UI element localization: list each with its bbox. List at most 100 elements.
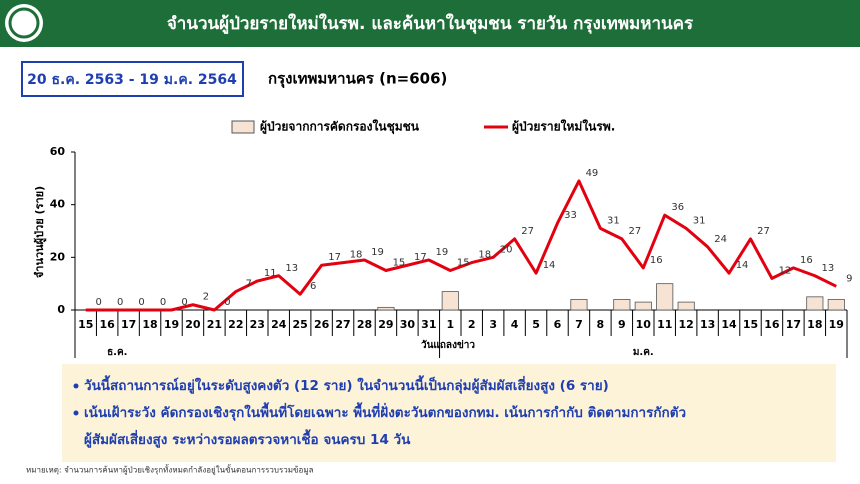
bar — [677, 301, 695, 311]
data-label: 13 — [285, 263, 298, 274]
data-label: 0 — [181, 297, 187, 308]
data-label: 20 — [500, 244, 513, 255]
data-label: 17 — [328, 252, 341, 263]
data-label: 16 — [800, 255, 813, 266]
x-tick-label: 19 — [164, 318, 179, 331]
x-tick-label: 3 — [489, 318, 497, 331]
bar — [441, 291, 459, 311]
month-label: ธ.ค. — [107, 347, 127, 358]
bar — [634, 301, 652, 311]
header-title: จำนวนผู้ป่วยรายใหม่ในรพ. และค้นหาในชุมชน… — [167, 13, 694, 35]
data-label: 33 — [564, 210, 577, 221]
data-label: 12 — [779, 265, 792, 276]
data-label: 0 — [96, 297, 102, 308]
data-label: 18 — [478, 250, 491, 261]
x-tick-label: 17 — [121, 318, 136, 331]
x-tick-label: 2 — [468, 318, 476, 331]
data-label: 15 — [393, 258, 406, 269]
x-tick-label: 28 — [357, 318, 372, 331]
data-label: 6 — [310, 281, 316, 292]
data-label: 19 — [371, 247, 384, 258]
x-tick-label: 12 — [679, 318, 694, 331]
x-tick-label: 26 — [314, 318, 330, 331]
bar — [570, 299, 588, 311]
data-label: 0 — [117, 297, 123, 308]
x-tick-label: 19 — [829, 318, 844, 331]
data-label: 27 — [521, 226, 534, 237]
data-label: 27 — [757, 226, 770, 237]
x-tick-label: 18 — [807, 318, 822, 331]
x-axis-label: วันแถลงข่าว — [421, 339, 475, 351]
x-tick-label: 1 — [446, 318, 454, 331]
x-tick-label: 20 — [185, 318, 201, 331]
legend-label: ผู้ป่วยรายใหม่ในรพ. — [512, 119, 615, 135]
data-label: 16 — [650, 255, 663, 266]
data-label: 49 — [586, 168, 599, 179]
x-tick-label: 30 — [400, 318, 416, 331]
legend-swatch — [231, 120, 255, 134]
bar — [613, 299, 631, 311]
y-axis-label: จำนวนผู้ป่วย (ราย) — [33, 186, 47, 278]
legend-label: ผู้ป่วยจากการคัดกรองในชุมชน — [260, 119, 420, 135]
x-tick-label: 27 — [335, 318, 350, 331]
month-label: ม.ค. — [633, 347, 654, 358]
logo-ring — [8, 7, 40, 39]
x-tick-label: 29 — [378, 318, 393, 331]
x-tick-label: 11 — [657, 318, 672, 331]
y-tick-label: 40 — [50, 198, 66, 211]
notes-box — [62, 364, 836, 462]
x-tick-label: 6 — [554, 318, 562, 331]
data-label: 36 — [671, 202, 684, 213]
data-label: 17 — [414, 252, 427, 263]
x-tick-label: 16 — [100, 318, 116, 331]
x-tick-label: 10 — [636, 318, 652, 331]
data-label: 7 — [246, 279, 252, 290]
bar — [827, 299, 845, 311]
x-tick-label: 21 — [207, 318, 222, 331]
x-tick-label: 15 — [743, 318, 758, 331]
note-text: วันนี้สถานการณ์อยู่ในระดับสูงคงตัว (12 ร… — [84, 375, 609, 394]
x-tick-label: 9 — [618, 318, 626, 331]
x-tick-label: 14 — [721, 318, 737, 331]
data-label: 15 — [457, 258, 470, 269]
x-tick-label: 22 — [228, 318, 243, 331]
data-label: 14 — [543, 260, 556, 271]
x-tick-label: 17 — [786, 318, 801, 331]
data-label: 24 — [714, 234, 727, 245]
x-tick-label: 18 — [142, 318, 157, 331]
y-tick-label: 20 — [50, 250, 66, 263]
y-tick-label: 0 — [57, 303, 65, 316]
x-tick-label: 31 — [421, 318, 436, 331]
data-label: 0 — [160, 297, 166, 308]
x-tick-label: 4 — [511, 318, 519, 331]
data-label: 19 — [435, 247, 448, 258]
data-label: 2 — [203, 292, 209, 303]
x-tick-label: 8 — [597, 318, 605, 331]
data-label: 14 — [736, 260, 749, 271]
chart-subtitle: กรุงเทพมหานคร (n=606) — [268, 70, 447, 89]
data-label: 18 — [350, 250, 363, 261]
x-tick-label: 15 — [78, 318, 93, 331]
x-tick-label: 13 — [700, 318, 715, 331]
data-label: 0 — [138, 297, 144, 308]
bar — [656, 283, 674, 311]
x-tick-label: 5 — [532, 318, 540, 331]
date-box — [21, 61, 244, 97]
bar — [806, 296, 824, 311]
data-label: 0 — [224, 297, 230, 308]
data-label: 27 — [628, 226, 641, 237]
data-label: 9 — [846, 273, 852, 284]
date-range: 20 ธ.ค. 2563 - 19 ม.ค. 2564 — [27, 72, 237, 88]
bullet — [73, 383, 79, 389]
x-tick-label: 16 — [764, 318, 780, 331]
note-text: ผู้สัมผัสเสี่ยงสูง ระหว่างรอผลตรวจหาเชื้… — [84, 429, 411, 448]
data-label: 31 — [693, 215, 706, 226]
x-tick-label: 24 — [271, 318, 287, 331]
y-tick-label: 60 — [50, 145, 66, 158]
note-text: เน้นเฝ้าระวัง คัดกรองเชิงรุกในพื้นที่โดย… — [84, 402, 686, 421]
x-tick-label: 25 — [293, 318, 308, 331]
x-tick-label: 7 — [575, 318, 583, 331]
bullet — [73, 410, 79, 416]
data-label: 13 — [821, 263, 834, 274]
